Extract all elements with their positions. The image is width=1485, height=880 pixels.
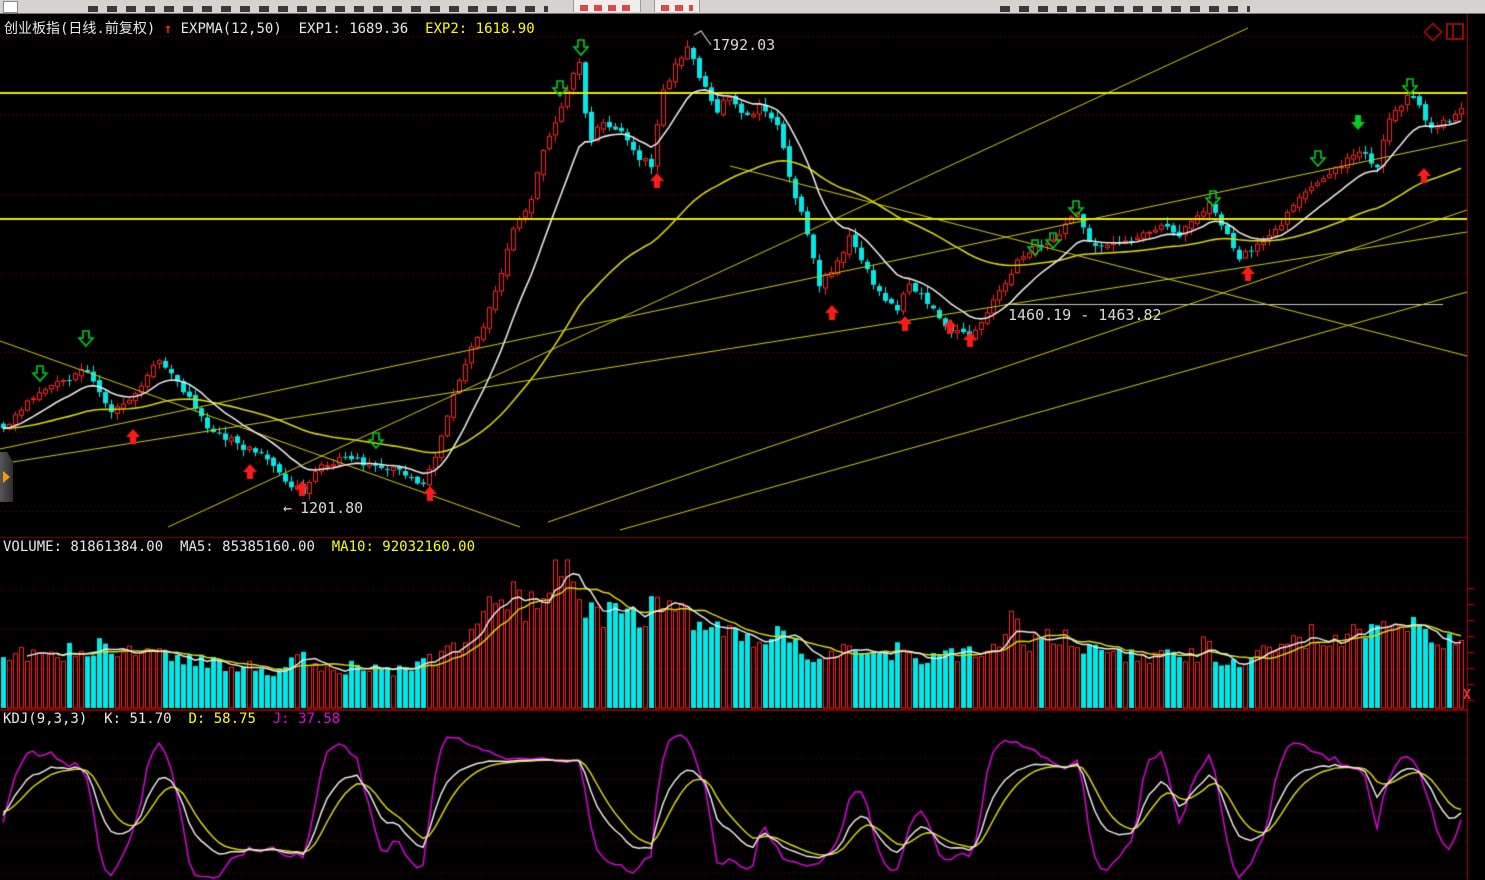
kdj-j-readout: J: 37.58: [272, 711, 341, 727]
peak-price-label: 1792.03: [712, 36, 776, 54]
indicator-name: EXPMA(12,50): [180, 21, 282, 37]
kdj-k-readout: K: 51.70: [104, 711, 172, 727]
menu-items-stub[interactable]: [88, 6, 548, 12]
exp1-readout: EXP1: 1689.36: [298, 21, 409, 37]
gap-range-label: 1460.19 - 1463.82: [1008, 306, 1162, 324]
volume-ma10-readout: MA10: 92032160.00: [331, 539, 476, 555]
red-x-icon: X: [1463, 688, 1471, 703]
instrument-name: 创业板指(日线.前复权): [4, 21, 156, 37]
buy-button-stub[interactable]: [573, 0, 641, 12]
signal-up-arrow-icon: ↑: [163, 21, 173, 37]
main-chart-title: 创业板指(日线.前复权) ↑ EXPMA(12,50) EXP1: 1689.3…: [4, 21, 535, 37]
low-price-label: 1201.80: [300, 499, 364, 517]
app-icon[interactable]: [3, 1, 18, 13]
sell-button-stub[interactable]: [654, 0, 700, 12]
menu-bar[interactable]: [0, 0, 1485, 14]
volume-readout: VOLUME: 81861384.00: [3, 539, 164, 555]
window-layout-divider: [1452, 25, 1454, 38]
kdj-d-readout: D: 58.75: [188, 711, 256, 727]
buy-label-stub: [580, 5, 634, 11]
menu-right-stub: [1000, 6, 1250, 12]
window-layout-icon[interactable]: [1446, 23, 1464, 40]
volume-ma5-readout: MA5: 85385160.00: [180, 539, 315, 555]
kdj-title: KDJ(9,3,3) K: 51.70 D: 58.75 J: 37.58: [3, 711, 340, 727]
sell-label-stub: [661, 5, 693, 11]
kdj-name: KDJ(9,3,3): [3, 711, 88, 727]
exp2-readout: EXP2: 1618.90: [425, 21, 535, 37]
expand-arrow-icon: [3, 471, 10, 483]
sidebar-expand-tab[interactable]: [0, 452, 13, 502]
low-price-pointer-icon: ←: [283, 499, 293, 517]
volume-title: VOLUME: 81861384.00 MA5: 85385160.00 MA1…: [3, 539, 475, 555]
